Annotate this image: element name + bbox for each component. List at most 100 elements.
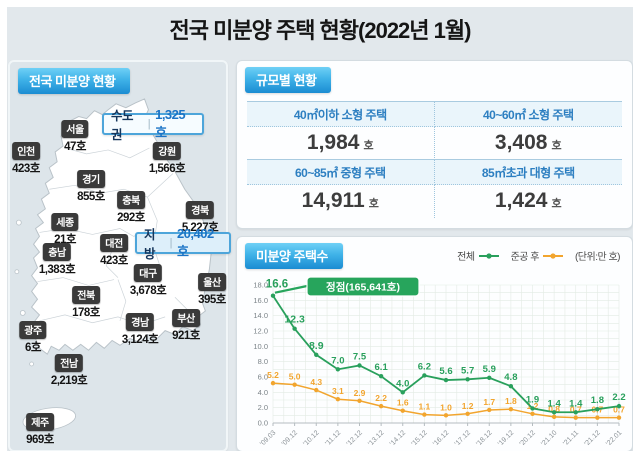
legend-item: 전체 xyxy=(457,248,499,263)
svg-text:'10.12: '10.12 xyxy=(302,429,320,447)
size-value-number: 1,984 xyxy=(306,131,360,154)
region-label: 경남 3,124호 xyxy=(122,313,159,347)
svg-text:'16.12: '16.12 xyxy=(432,429,450,447)
svg-text:'18.12: '18.12 xyxy=(475,429,493,447)
region-name-badge: 강원 xyxy=(153,142,181,160)
size-header-cell: 40㎡이하 소형 주택 xyxy=(247,102,435,127)
region-name-badge: 경북 xyxy=(186,201,214,219)
region-value: 969호 xyxy=(26,434,54,446)
region-name-badge: 광주 xyxy=(19,321,47,339)
region-label: 울산 395호 xyxy=(198,273,226,307)
svg-text:10.0: 10.0 xyxy=(253,342,268,351)
region-label: 인천 423호 xyxy=(12,142,40,176)
svg-text:0.8: 0.8 xyxy=(548,404,560,414)
legend-item: 준공 후 xyxy=(511,248,563,263)
size-value-number: 1,424 xyxy=(494,189,548,212)
chart-unit-note: (단위:만 호) xyxy=(574,252,621,263)
region-label: 서울 47호 xyxy=(61,120,89,154)
svg-text:'14.12: '14.12 xyxy=(389,429,407,447)
svg-text:12.3: 12.3 xyxy=(284,314,305,326)
size-value-cell: 3,408 호 xyxy=(434,127,622,160)
svg-text:'09.03: '09.03 xyxy=(259,429,277,447)
region-label: 부산 921호 xyxy=(172,309,200,343)
svg-text:6.0: 6.0 xyxy=(258,373,268,382)
legend-label: 준공 후 xyxy=(510,252,540,263)
svg-text:'09.12: '09.12 xyxy=(281,429,299,447)
svg-text:7.0: 7.0 xyxy=(331,355,344,366)
map-panel: 서울 47호 인천 423호 강원 1,566호 경기 855호 충북 292호 경북 5,227호 세… xyxy=(8,60,231,451)
svg-text:2.0: 2.0 xyxy=(258,403,268,412)
region-value: 423호 xyxy=(100,255,128,267)
region-name-badge: 인천 xyxy=(12,142,40,160)
region-label: 대전 423호 xyxy=(100,234,128,268)
svg-text:0.0: 0.0 xyxy=(258,419,268,428)
size-value-unit: 호 xyxy=(551,140,562,152)
svg-text:1.4: 1.4 xyxy=(548,398,562,409)
legend-marker-icon xyxy=(478,252,499,259)
region-label: 경기 855호 xyxy=(77,170,105,204)
svg-text:14.0: 14.0 xyxy=(253,311,268,320)
size-value-number: 3,408 xyxy=(494,131,548,154)
summary-value: 20,402호 xyxy=(176,226,214,259)
region-value: 5,227호 xyxy=(181,222,219,234)
region-value: 423호 xyxy=(12,163,40,175)
region-label: 충남 1,383호 xyxy=(39,243,76,277)
legend-marker-icon xyxy=(542,252,563,259)
svg-text:2.2: 2.2 xyxy=(612,392,625,403)
svg-text:1.7: 1.7 xyxy=(483,397,495,407)
region-label: 전북 178호 xyxy=(72,286,100,320)
region-name-badge: 충북 xyxy=(117,191,145,209)
region-name-badge: 대전 xyxy=(100,234,128,252)
summary-label: 수도권 xyxy=(111,109,134,142)
svg-text:12.0: 12.0 xyxy=(253,327,268,336)
svg-text:0.7: 0.7 xyxy=(613,405,625,415)
region-name-badge: 제주 xyxy=(26,413,54,431)
region-value: 6호 xyxy=(25,342,41,354)
svg-text:1.4: 1.4 xyxy=(569,398,583,409)
divider: | xyxy=(169,237,173,249)
size-value-unit: 호 xyxy=(363,140,374,152)
size-header-cell: 85㎡초과 대형 주택 xyxy=(434,160,622,185)
region-label: 충북 292호 xyxy=(117,191,145,225)
region-name-badge: 충남 xyxy=(43,243,71,261)
region-value: 178호 xyxy=(72,307,100,319)
svg-text:0.7: 0.7 xyxy=(570,405,582,415)
svg-text:6.1: 6.1 xyxy=(375,362,389,373)
region-label: 경북 5,227호 xyxy=(181,201,219,235)
divider: | xyxy=(147,118,151,130)
svg-text:5.9: 5.9 xyxy=(483,364,496,375)
peak-annotation: 정점(165,641호) xyxy=(306,276,420,297)
svg-text:1.0: 1.0 xyxy=(440,402,452,412)
region-name-badge: 전북 xyxy=(72,286,100,304)
size-header-cell: 60~85㎡ 중형 주택 xyxy=(247,160,435,185)
size-value-unit: 호 xyxy=(551,198,562,210)
svg-text:6.2: 6.2 xyxy=(418,361,431,372)
svg-text:8.9: 8.9 xyxy=(309,340,324,352)
region-label: 광주 6호 xyxy=(19,321,47,355)
svg-text:1.2: 1.2 xyxy=(527,401,539,411)
svg-text:4.0: 4.0 xyxy=(396,378,409,389)
summary-box-jibang: 지방 | 20,402호 xyxy=(135,226,231,261)
map-panel-header: 전국 미분양 현황 xyxy=(18,68,131,94)
svg-text:'12.12: '12.12 xyxy=(346,429,364,447)
summary-label: 지방 xyxy=(144,228,156,261)
svg-text:8.0: 8.0 xyxy=(258,357,268,366)
size-value-number: 14,911 xyxy=(301,189,365,212)
svg-text:1.8: 1.8 xyxy=(505,396,517,406)
region-value: 292호 xyxy=(117,212,145,224)
legend-label: 전체 xyxy=(457,252,475,263)
svg-text:3.1: 3.1 xyxy=(332,386,344,396)
size-panel: 규모별 현황 40㎡이하 소형 주택 40~60㎡ 소형 주택 1,984 호 3,40… xyxy=(236,60,633,229)
svg-text:'21.12: '21.12 xyxy=(584,429,602,447)
chart-panel-header: 미분양 주택수 xyxy=(245,243,343,269)
region-name-badge: 전남 xyxy=(55,354,83,372)
region-name-badge: 부산 xyxy=(172,309,200,327)
svg-text:5.0: 5.0 xyxy=(289,372,301,382)
map-labels-layer: 서울 47호 인천 423호 강원 1,566호 경기 855호 충북 292호 경북 5,227호 세… xyxy=(10,62,231,450)
svg-text:5.7: 5.7 xyxy=(461,365,474,376)
size-table: 40㎡이하 소형 주택 40~60㎡ 소형 주택 1,984 호 3,408 호 60~85… xyxy=(247,101,622,218)
svg-text:1.2: 1.2 xyxy=(462,401,474,411)
size-value-cell: 14,911 호 xyxy=(247,185,435,218)
svg-text:5.2: 5.2 xyxy=(267,370,279,380)
